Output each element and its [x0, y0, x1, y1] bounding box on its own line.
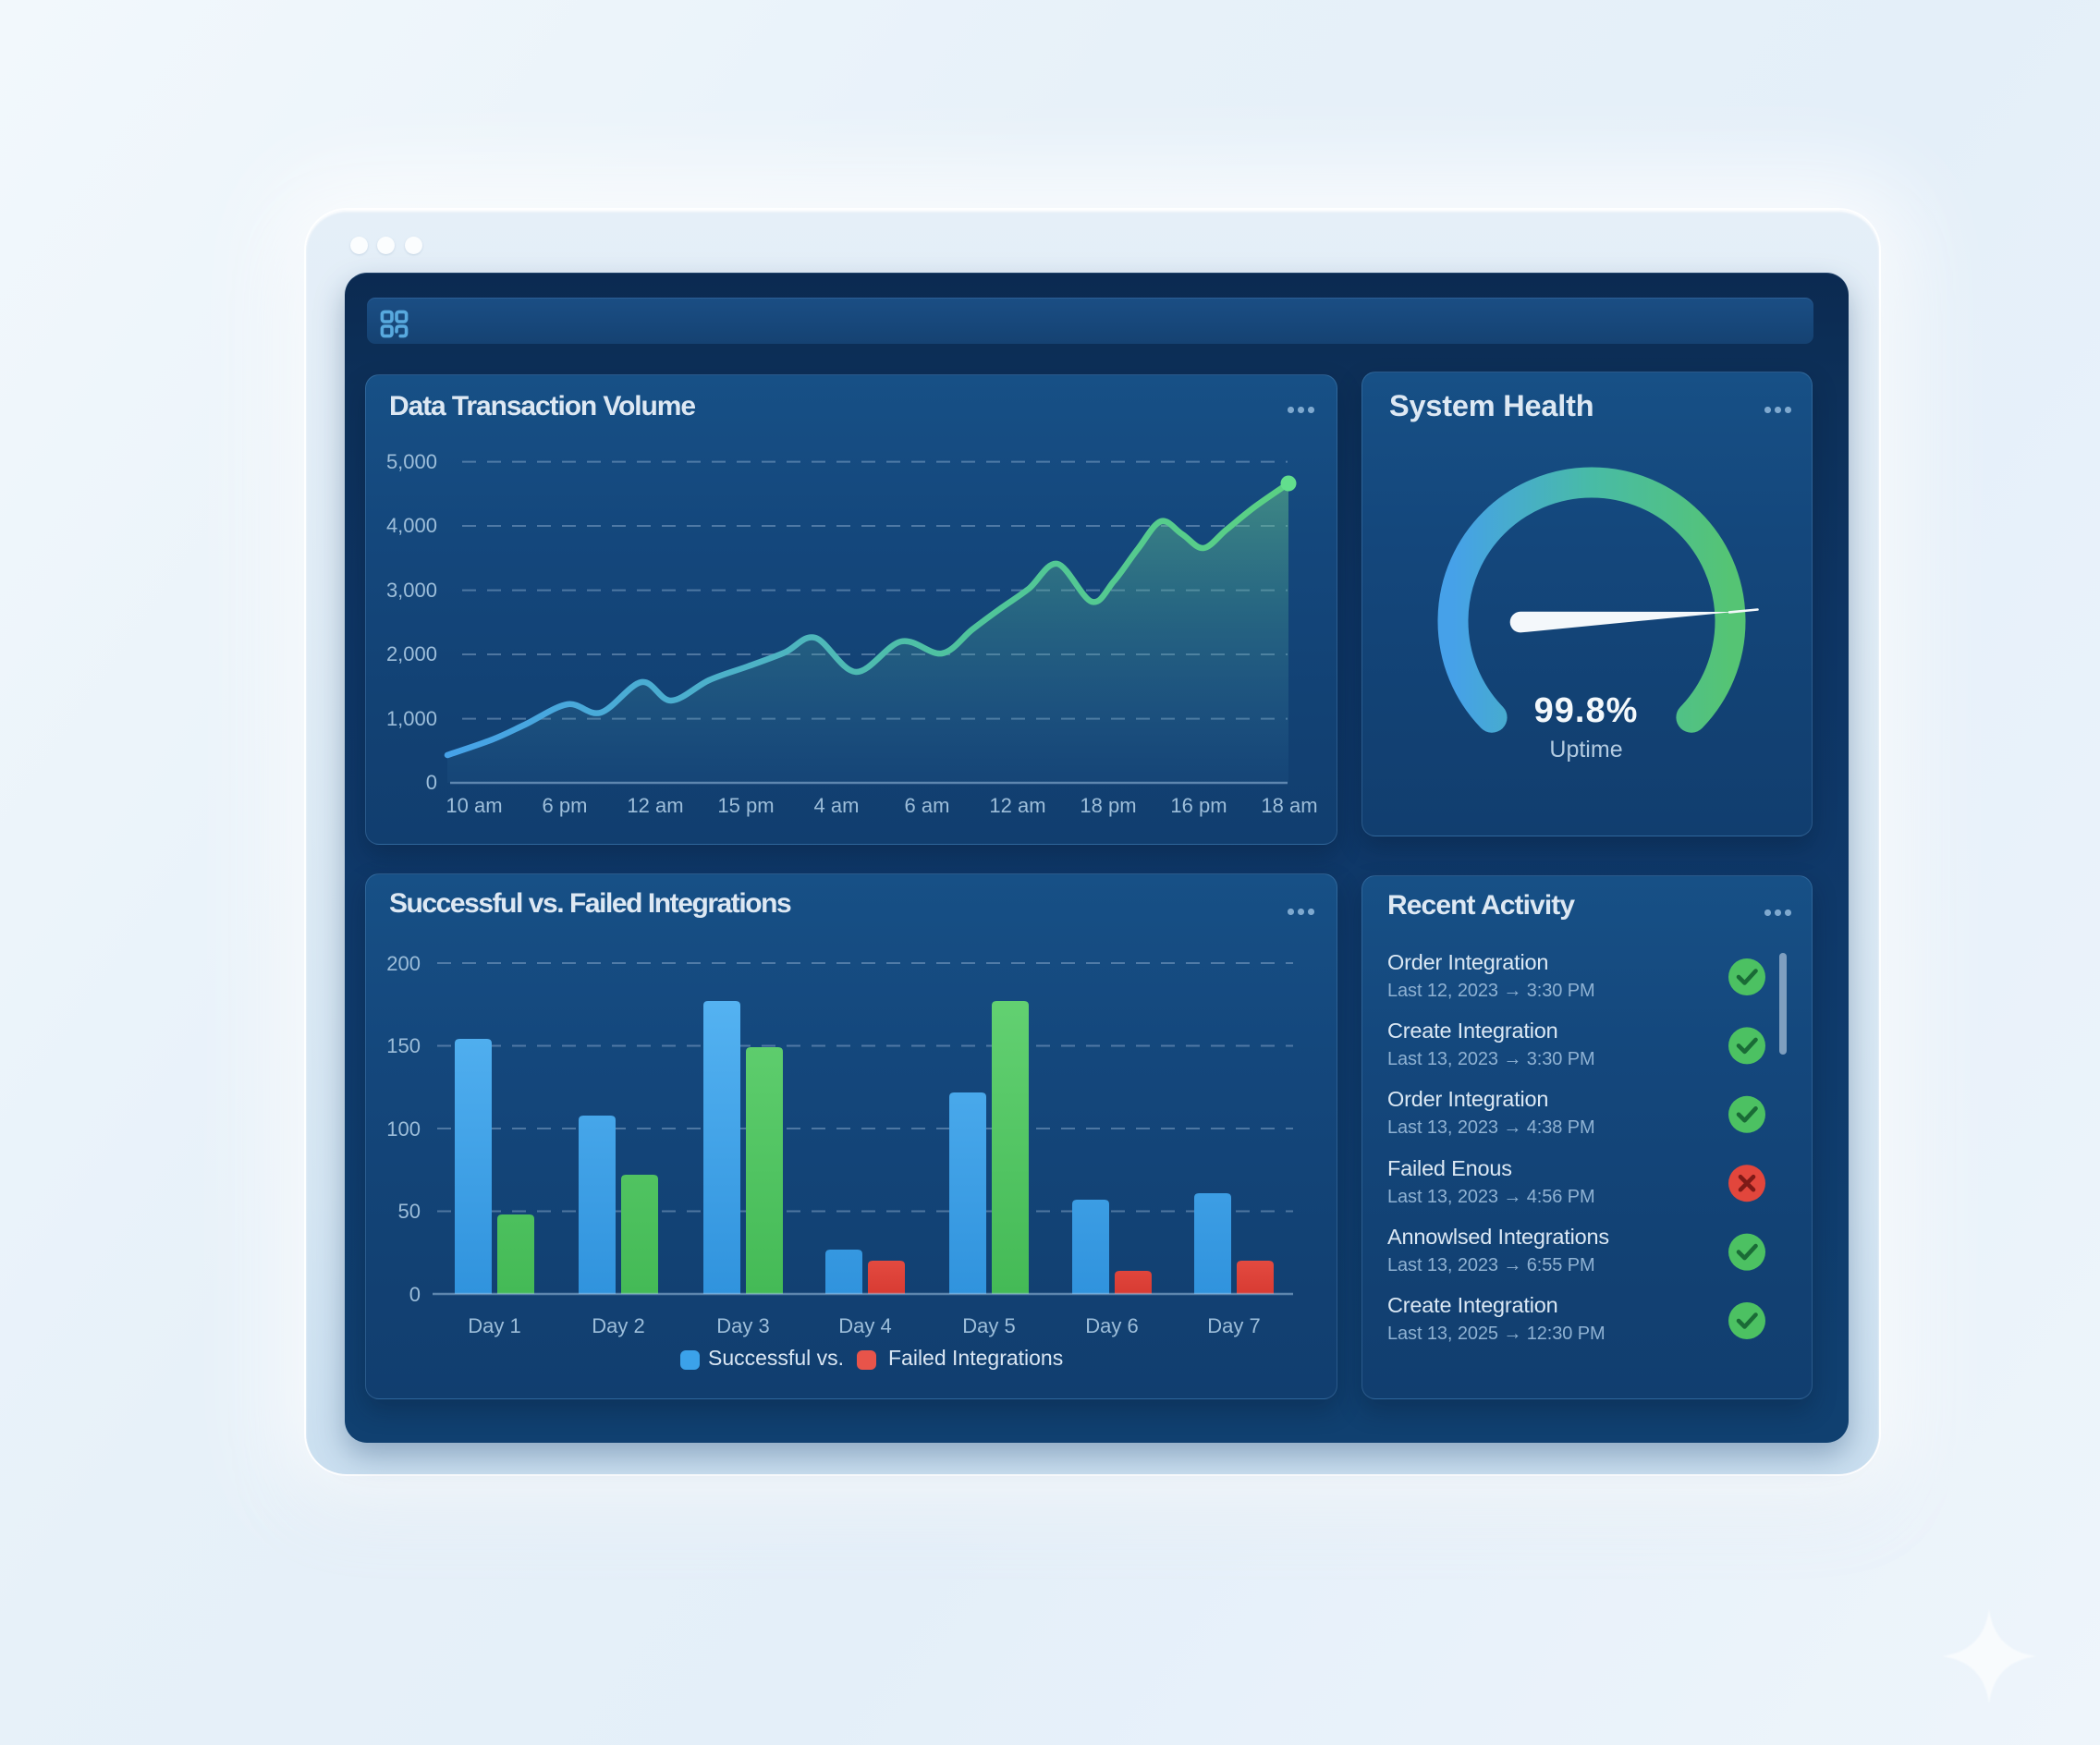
svg-text:12 am: 12 am — [627, 794, 683, 817]
svg-text:Day 4: Day 4 — [838, 1314, 891, 1337]
svg-text:Day 6: Day 6 — [1085, 1314, 1138, 1337]
svg-text:18 am: 18 am — [1261, 794, 1317, 817]
svg-text:Day 5: Day 5 — [962, 1314, 1015, 1337]
svg-text:Day 1: Day 1 — [468, 1314, 520, 1337]
svg-text:16 pm: 16 pm — [1170, 794, 1227, 817]
svg-text:3,000: 3,000 — [386, 579, 437, 602]
svg-text:200: 200 — [386, 952, 421, 975]
svg-text:0: 0 — [426, 771, 437, 794]
svg-text:Successful vs.: Successful vs. — [708, 1346, 844, 1370]
svg-text:Day 3: Day 3 — [716, 1314, 769, 1337]
svg-text:5,000: 5,000 — [386, 450, 437, 473]
svg-text:50: 50 — [398, 1200, 421, 1223]
svg-text:12 am: 12 am — [989, 794, 1045, 817]
svg-text:15 pm: 15 pm — [717, 794, 774, 817]
svg-text:Day 7: Day 7 — [1207, 1314, 1260, 1337]
svg-text:Failed Integrations: Failed Integrations — [888, 1346, 1063, 1370]
svg-text:150: 150 — [386, 1034, 421, 1057]
svg-text:Day 2: Day 2 — [592, 1314, 644, 1337]
svg-text:0: 0 — [409, 1283, 421, 1306]
svg-text:99.8%: 99.8% — [1534, 691, 1639, 730]
svg-text:1,000: 1,000 — [386, 707, 437, 730]
svg-text:4 am: 4 am — [814, 794, 860, 817]
svg-text:2,000: 2,000 — [386, 642, 437, 665]
svg-text:4,000: 4,000 — [386, 514, 437, 537]
svg-text:Uptime: Uptime — [1549, 737, 1622, 763]
svg-text:100: 100 — [386, 1117, 421, 1141]
svg-text:18 pm: 18 pm — [1080, 794, 1136, 817]
svg-text:6 pm: 6 pm — [543, 794, 588, 817]
svg-text:6 am: 6 am — [905, 794, 950, 817]
svg-text:10 am: 10 am — [446, 794, 502, 817]
